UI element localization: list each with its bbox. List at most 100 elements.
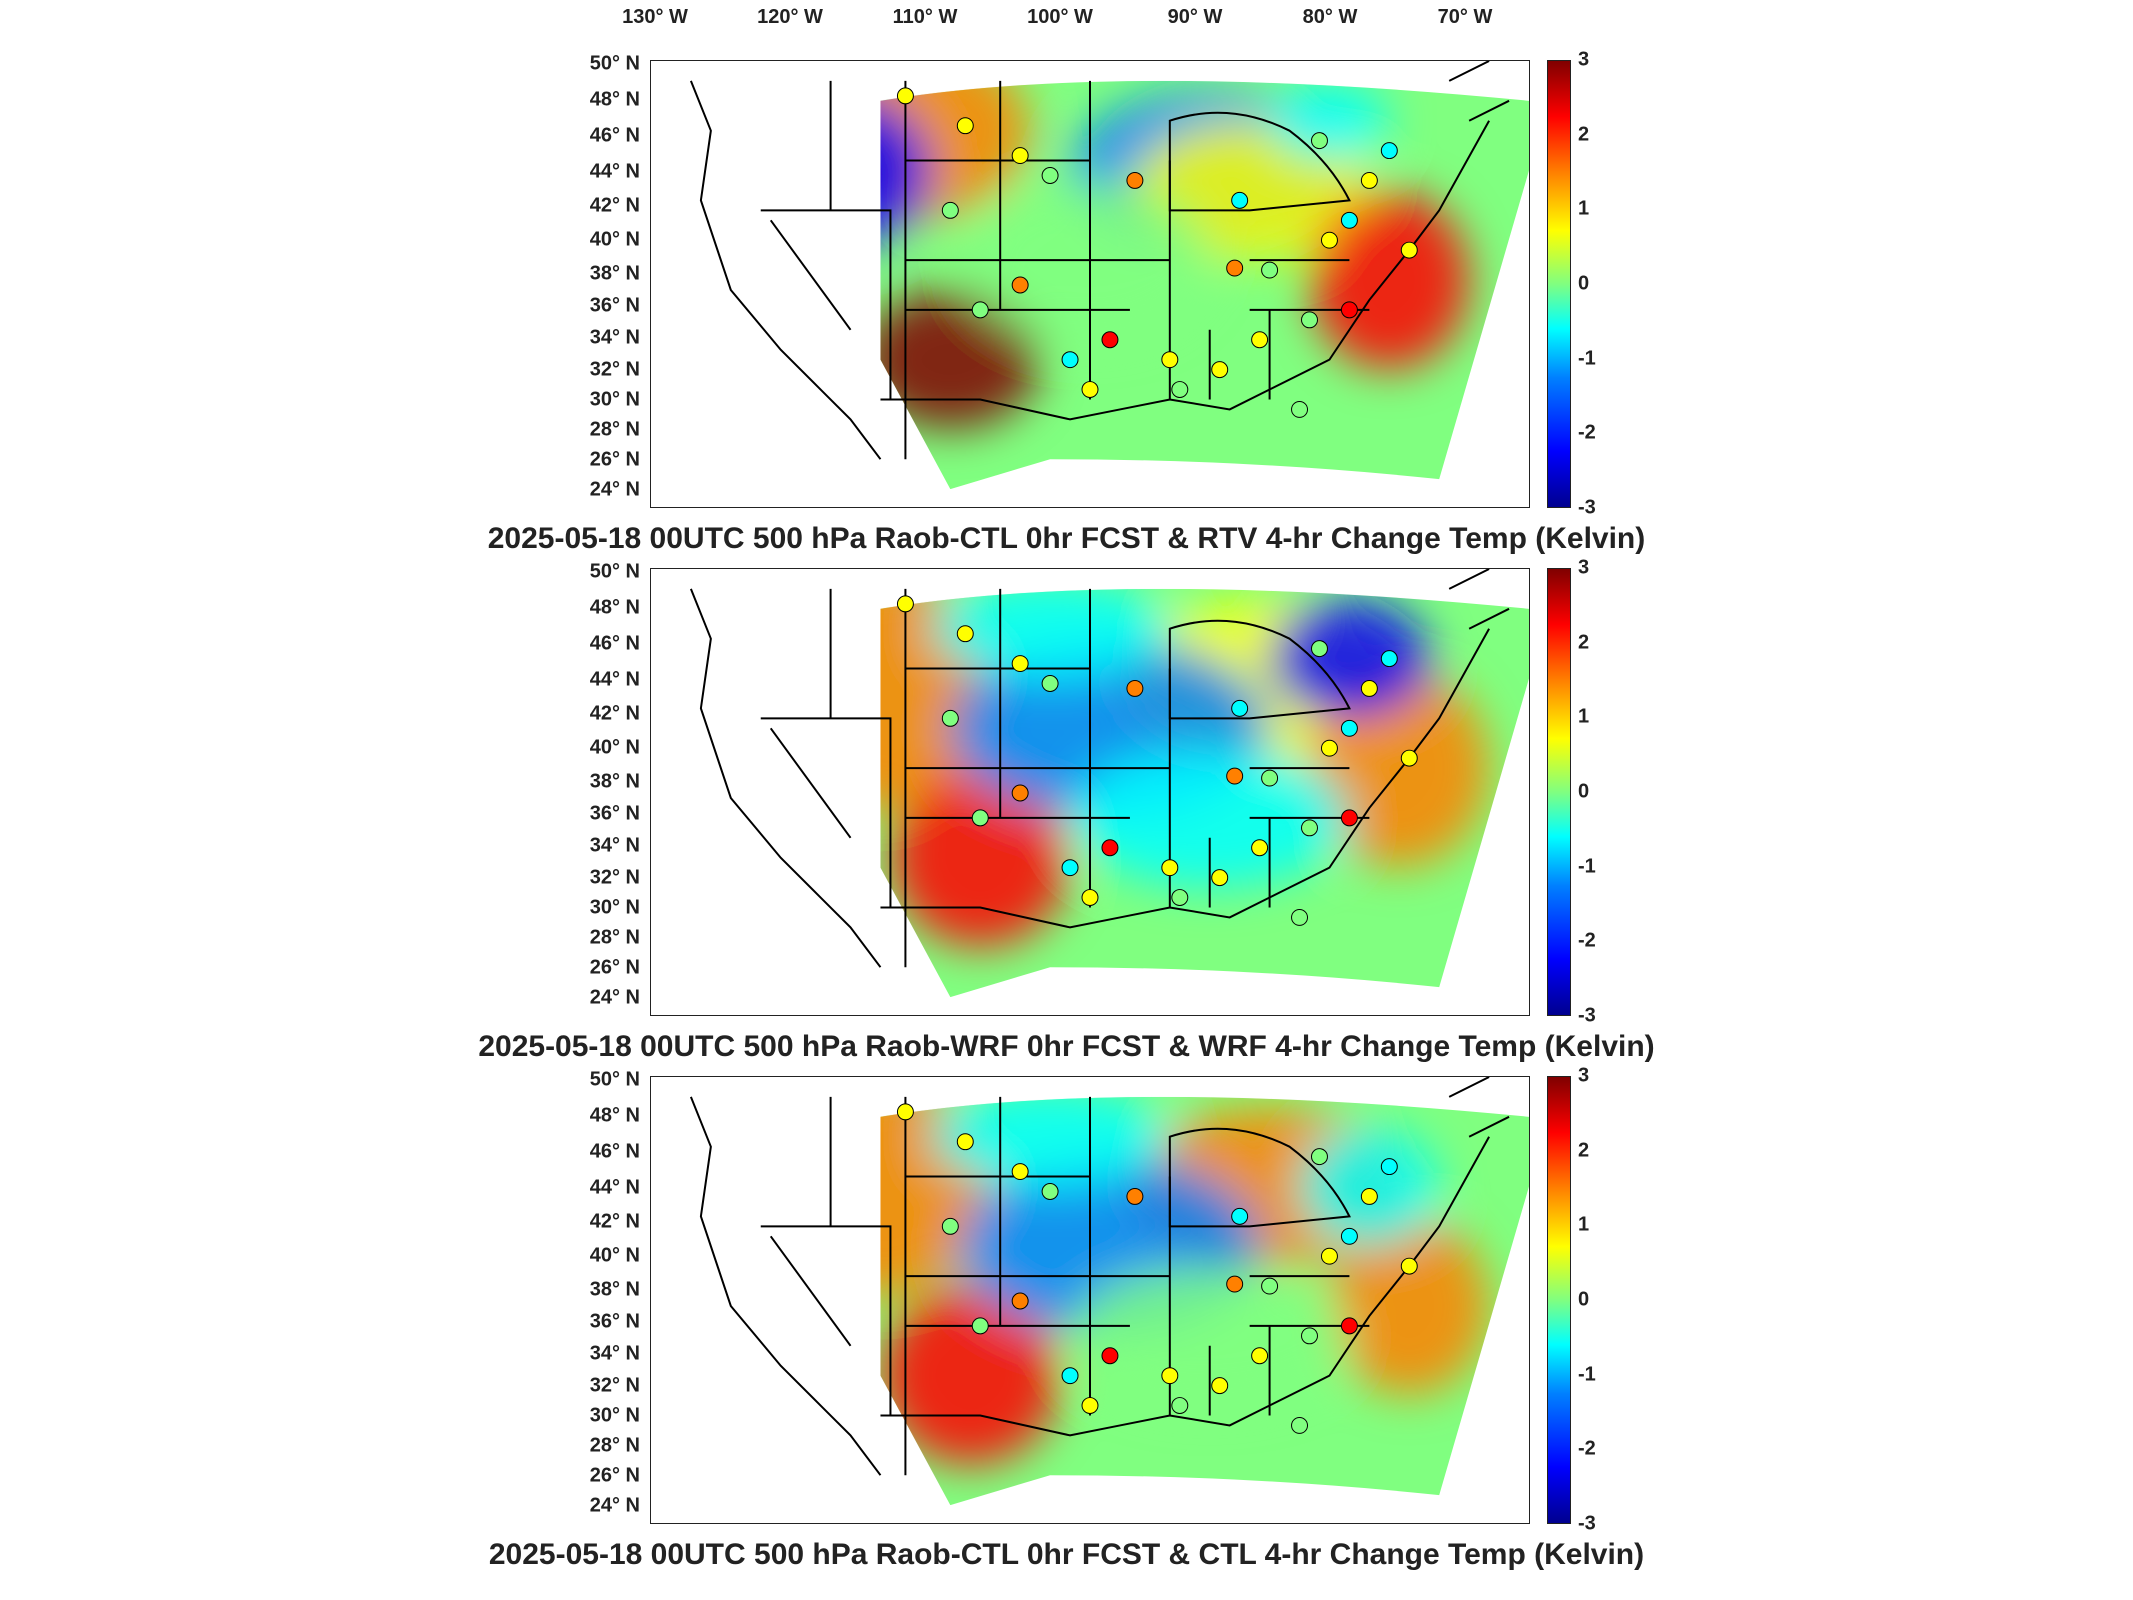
raob-station-marker — [1301, 311, 1318, 329]
raob-station-marker — [1041, 1183, 1059, 1200]
border-line — [905, 159, 1170, 311]
colorbar-tick-label: 2 — [1578, 631, 1590, 654]
raob-station-marker — [1211, 869, 1229, 887]
lat-label: 28° N — [589, 1434, 640, 1457]
raob-station-marker — [956, 1133, 974, 1151]
raob-station-marker — [1291, 908, 1309, 926]
map-panel-ctl: 50° N 48° N 46° N 44° N 42° N 40° N 38° N 36° N… — [0, 1065, 2133, 1586]
border-line — [1208, 1275, 1370, 1416]
raob-station-marker — [1041, 675, 1059, 692]
border-line — [1208, 767, 1370, 908]
temperature-anomaly-region — [930, 1096, 1170, 1187]
lat-label: 30° N — [589, 388, 640, 411]
temperature-anomaly-region — [930, 588, 1170, 679]
raob-station-marker — [1081, 381, 1099, 398]
raob-station-marker — [1310, 132, 1328, 150]
lat-label: 24° N — [589, 478, 640, 501]
temperature-anomaly-region — [1070, 1266, 1350, 1406]
colorbar-tick-label: -2 — [1578, 421, 1596, 444]
lat-label: 44° N — [589, 160, 640, 183]
raob-station-marker — [1340, 211, 1358, 229]
lon-label-70w: 70° W — [1437, 6, 1493, 28]
raob-station-marker — [1126, 172, 1144, 189]
lat-label: 28° N — [589, 926, 640, 949]
lat-label: 32° N — [589, 866, 640, 889]
temperature-map-wrf — [650, 568, 1530, 1016]
border-line — [1168, 1127, 1351, 1228]
raob-station-marker — [1340, 1227, 1358, 1245]
colorbar-tick-label: -1 — [1578, 347, 1596, 370]
raob-stations — [896, 595, 1418, 926]
colorbar-tick-label: -3 — [1578, 496, 1596, 519]
lat-label: 50° N — [589, 52, 640, 75]
colorbar-tick-label: 0 — [1578, 1288, 1590, 1311]
state-borders — [689, 61, 1510, 460]
raob-station-marker — [956, 625, 974, 643]
raob-station-marker — [941, 201, 959, 219]
border-line — [905, 667, 1170, 819]
raob-station-marker — [1360, 172, 1378, 189]
raob-station-marker — [1301, 1327, 1318, 1345]
lat-label: 28° N — [589, 418, 640, 441]
border-line — [689, 1096, 882, 1476]
raob-station-marker — [971, 809, 989, 827]
colorbar-tick-label: -2 — [1578, 1437, 1596, 1460]
raob-station-marker — [1226, 767, 1244, 785]
colorbar-tick-label: 2 — [1578, 123, 1590, 146]
temperature-anomaly-region — [1309, 190, 1470, 370]
lat-label: 38° N — [589, 262, 640, 285]
border-line — [760, 1225, 892, 1416]
raob-station-marker — [896, 87, 914, 105]
border-line — [689, 588, 882, 968]
lat-label: 44° N — [589, 1176, 640, 1199]
raob-station-marker — [1261, 769, 1279, 787]
raob-station-marker — [1400, 241, 1418, 259]
raob-station-marker — [1310, 1148, 1328, 1166]
lat-label: 30° N — [589, 896, 640, 919]
lat-label: 38° N — [589, 770, 640, 793]
raob-station-marker — [1101, 839, 1119, 857]
panel-title: 2025-05-18 00UTC 500 hPa Raob-CTL 0hr FC… — [487, 522, 1646, 555]
colorbar-tick-label: 1 — [1578, 197, 1590, 220]
panel-title: 2025-05-18 00UTC 500 hPa Raob-WRF 0hr FC… — [478, 1030, 1655, 1063]
raob-station-marker — [1340, 1317, 1358, 1335]
temperature-field — [880, 588, 1529, 998]
lat-label: 40° N — [589, 228, 640, 251]
raob-station-marker — [1101, 331, 1119, 349]
raob-station-marker — [1231, 1207, 1249, 1225]
raob-station-marker — [1291, 400, 1309, 418]
raob-station-marker — [1261, 261, 1279, 279]
border-line — [1448, 1077, 1510, 1138]
raob-station-marker — [1161, 351, 1179, 369]
lon-label-100w: 100° W — [1027, 6, 1093, 28]
border-line — [1448, 569, 1510, 630]
lat-label: 44° N — [589, 668, 640, 691]
lat-label: 42° N — [589, 702, 640, 725]
raob-station-marker — [1211, 1377, 1229, 1395]
temperature-anomaly-region — [890, 768, 1071, 948]
temperature-anomaly-region — [1269, 80, 1390, 161]
lat-label: 34° N — [589, 1342, 640, 1365]
colorbar-tick-label: 0 — [1578, 780, 1590, 803]
raob-station-marker — [1011, 784, 1029, 802]
raob-station-marker — [1161, 859, 1179, 877]
lon-label-80w: 80° W — [1302, 6, 1358, 28]
lat-label: 32° N — [589, 358, 640, 381]
raob-station-marker — [1320, 1247, 1338, 1265]
colorbar-tick-label: 3 — [1578, 48, 1590, 71]
lat-label: 42° N — [589, 1210, 640, 1233]
colorbar-tick-label: 3 — [1578, 556, 1590, 579]
temperature-map-ctl — [650, 1076, 1530, 1524]
lon-label-90w: 90° W — [1167, 6, 1223, 28]
raob-station-marker — [1081, 889, 1099, 906]
raob-station-marker — [1161, 1367, 1179, 1385]
map-panel-wrf: 50° N 48° N 46° N 44° N 42° N 40° N 38° N 36° N… — [0, 557, 2133, 1078]
colorbar-tick-label: 1 — [1578, 705, 1590, 728]
raob-station-marker — [1261, 1277, 1279, 1295]
lat-label: 24° N — [589, 986, 640, 1009]
lat-label: 50° N — [589, 1068, 640, 1091]
colorbar-tick-label: -3 — [1578, 1004, 1596, 1027]
temperature-map-rtv — [650, 60, 1530, 508]
colorbar — [1547, 568, 1571, 1016]
raob-station-marker — [1340, 719, 1358, 737]
